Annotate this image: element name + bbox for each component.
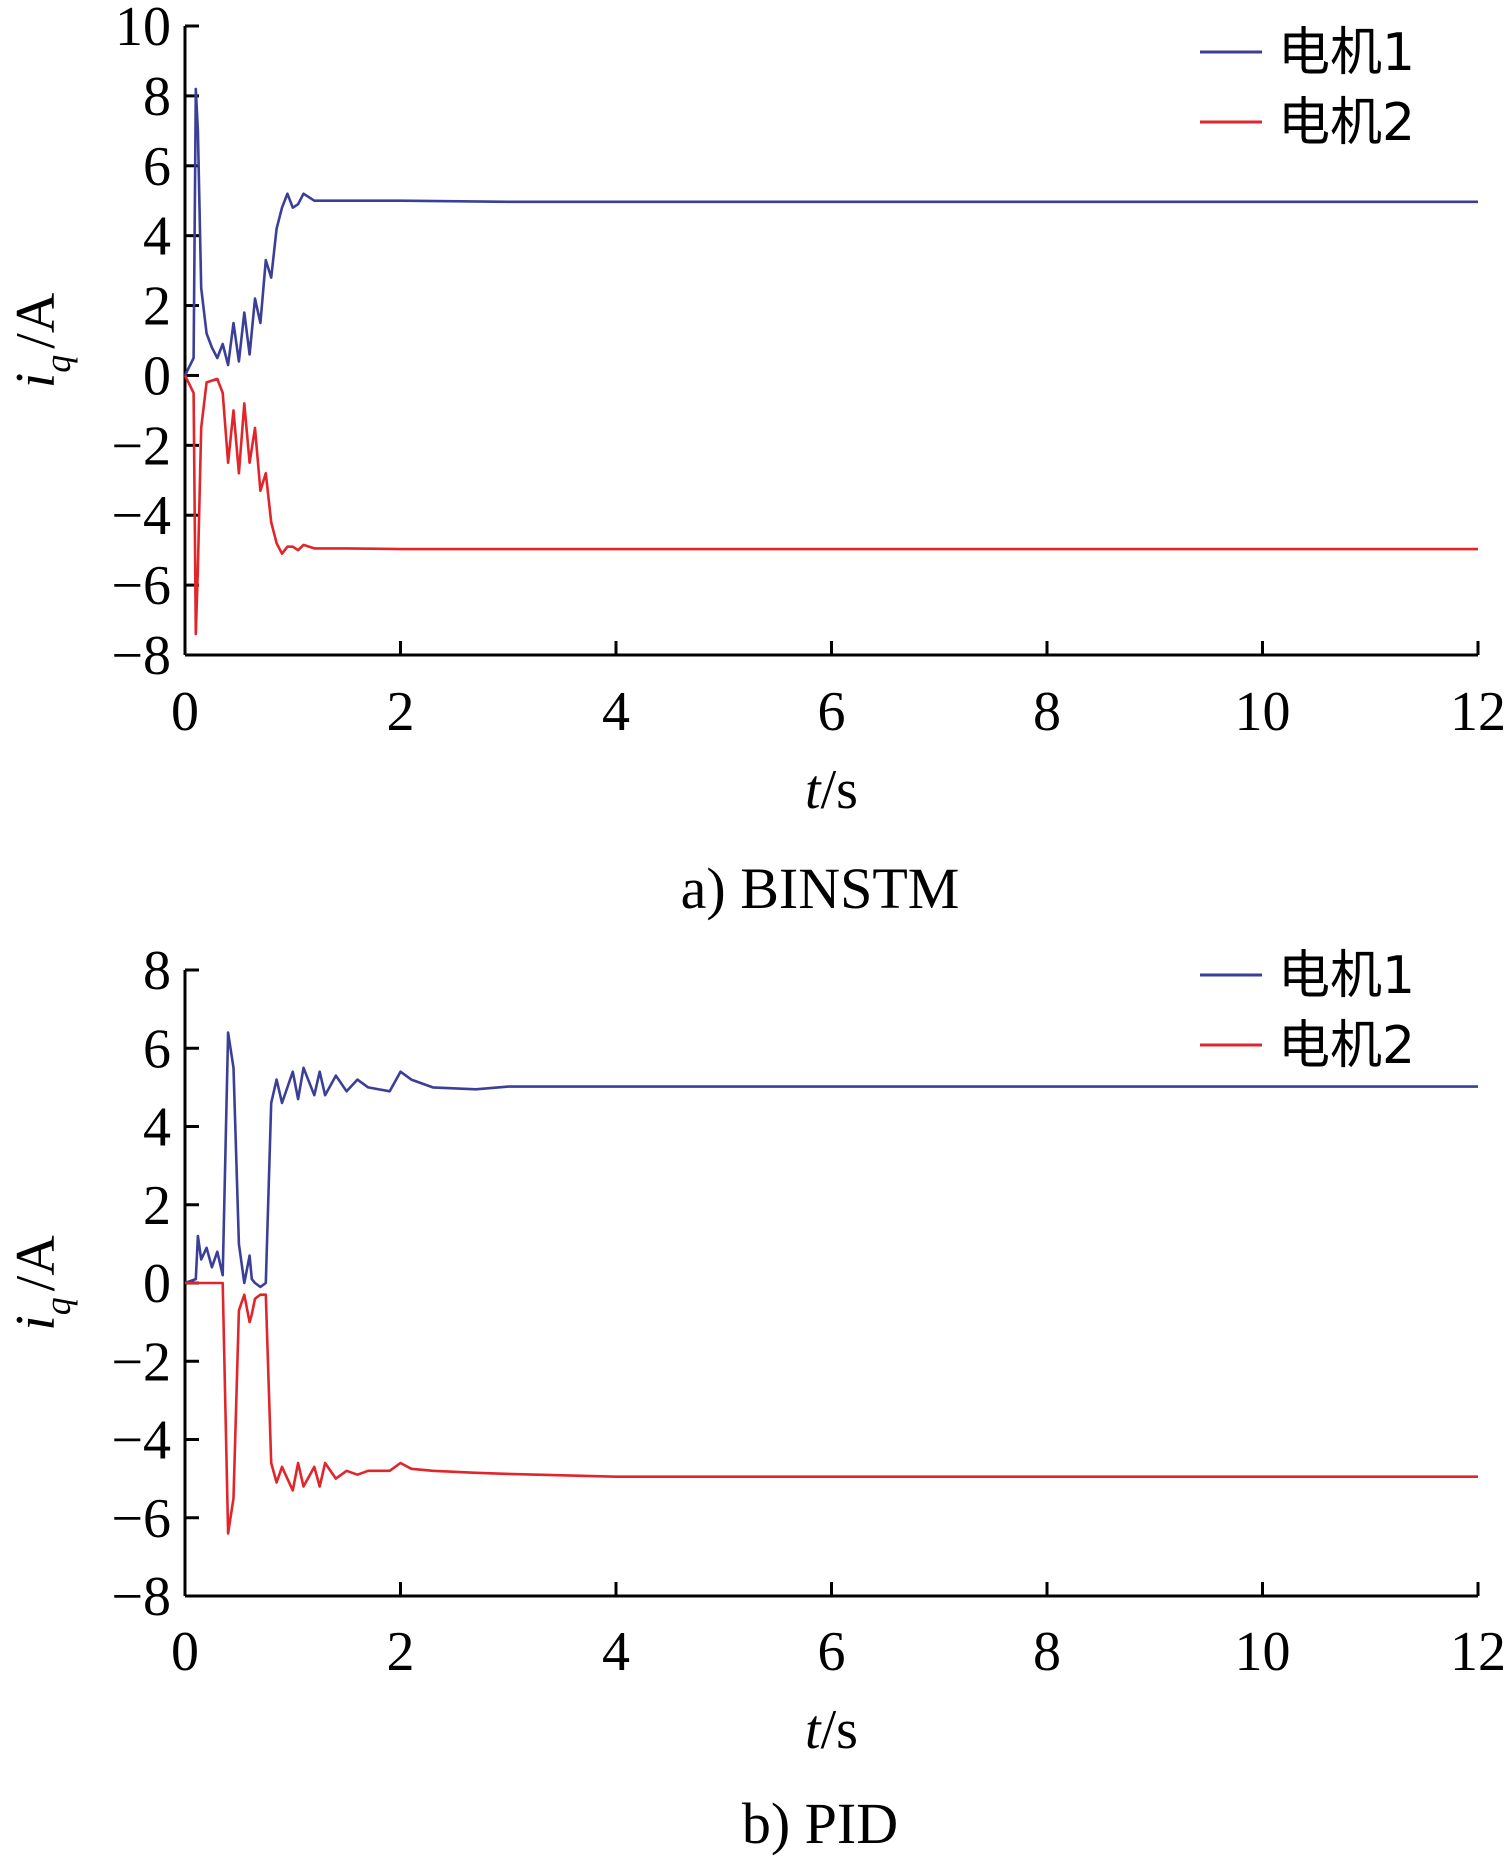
x-axis-title: t/s <box>805 1699 858 1761</box>
x-tick-label: 8 <box>1033 681 1061 743</box>
y-axis-title-variable: i <box>5 373 67 389</box>
x-tick-label: 12 <box>1450 681 1506 743</box>
x-tick-label: 4 <box>602 1621 630 1683</box>
y-axis-title-variable: i <box>5 1315 67 1331</box>
x-tick-label: 8 <box>1033 1621 1061 1683</box>
x-tick-label: 6 <box>818 1621 846 1683</box>
legend-label-1: 电机1 <box>1278 23 1415 83</box>
y-tick-label: −4 <box>111 485 171 547</box>
chart-panel-binstm: −8 −6 −4 −2 0 2 4 6 8 10 0 2 4 6 8 10 12 t/s iq/A 电机1 电机2 a) … <box>5 0 1506 921</box>
x-tick-label: 6 <box>818 681 846 743</box>
x-tick-label: 2 <box>387 1621 415 1683</box>
y-tick-label: −6 <box>111 555 171 617</box>
y-axis-title-subscript: q <box>38 1297 78 1315</box>
x-axis-title-variable: t <box>805 1699 822 1761</box>
x-tick-label: 4 <box>602 681 630 743</box>
x-tick-label: 10 <box>1235 681 1291 743</box>
y-tick-label: 8 <box>143 66 171 128</box>
series-line-2 <box>183 374 1478 636</box>
y-tick-label: −8 <box>111 1566 171 1628</box>
x-tick-label: 2 <box>387 681 415 743</box>
legend-label-1: 电机1 <box>1278 946 1415 1006</box>
y-tick-label: 0 <box>143 1253 171 1315</box>
y-axis-title-unit: /A <box>5 292 67 349</box>
y-tick-label: −4 <box>111 1410 171 1472</box>
x-tick-label: 0 <box>171 681 199 743</box>
x-tick-label: 12 <box>1450 1621 1506 1683</box>
y-axis-title: iq/A <box>5 1235 78 1331</box>
y-tick-label: 4 <box>143 206 171 268</box>
y-tick-label: −8 <box>111 625 171 687</box>
series-line-2 <box>185 1281 1478 1535</box>
y-tick-label: 2 <box>143 276 171 338</box>
y-tick-label: 10 <box>115 0 171 58</box>
y-tick-label: 8 <box>143 940 171 1002</box>
y-tick-label: 0 <box>143 345 171 407</box>
y-tick-label: 2 <box>143 1175 171 1237</box>
y-axis-title-subscript: q <box>38 355 78 373</box>
x-tick-label: 0 <box>171 1621 199 1683</box>
x-axis-title: t/s <box>805 759 858 821</box>
y-tick-label: −6 <box>111 1488 171 1550</box>
x-axis-title-variable: t <box>805 759 822 821</box>
y-axis-title: iq/A <box>5 292 78 388</box>
y-tick-label: −2 <box>111 415 171 477</box>
legend-label-2: 电机2 <box>1278 93 1415 153</box>
x-tick-label: 10 <box>1235 1621 1291 1683</box>
series-line-1 <box>183 87 1478 376</box>
chart-caption: a) BINSTM <box>681 856 960 921</box>
series-line-1 <box>184 1031 1478 1289</box>
y-tick-label: 6 <box>143 1018 171 1080</box>
x-axis-title-unit: /s <box>821 1699 858 1761</box>
y-tick-label: 6 <box>143 136 171 198</box>
chart-caption: b) PID <box>742 1791 898 1856</box>
y-tick-label: −2 <box>111 1331 171 1393</box>
y-axis-title-unit: /A <box>5 1235 67 1292</box>
chart-panel-pid: −8 −6 −4 −2 0 2 4 6 8 0 2 4 6 8 10 12 t/s iq/A 电机1 电机2 b) PI… <box>5 940 1506 1856</box>
y-tick-label: 4 <box>143 1097 171 1159</box>
legend-label-2: 电机2 <box>1278 1016 1415 1076</box>
x-axis-title-unit: /s <box>821 759 858 821</box>
